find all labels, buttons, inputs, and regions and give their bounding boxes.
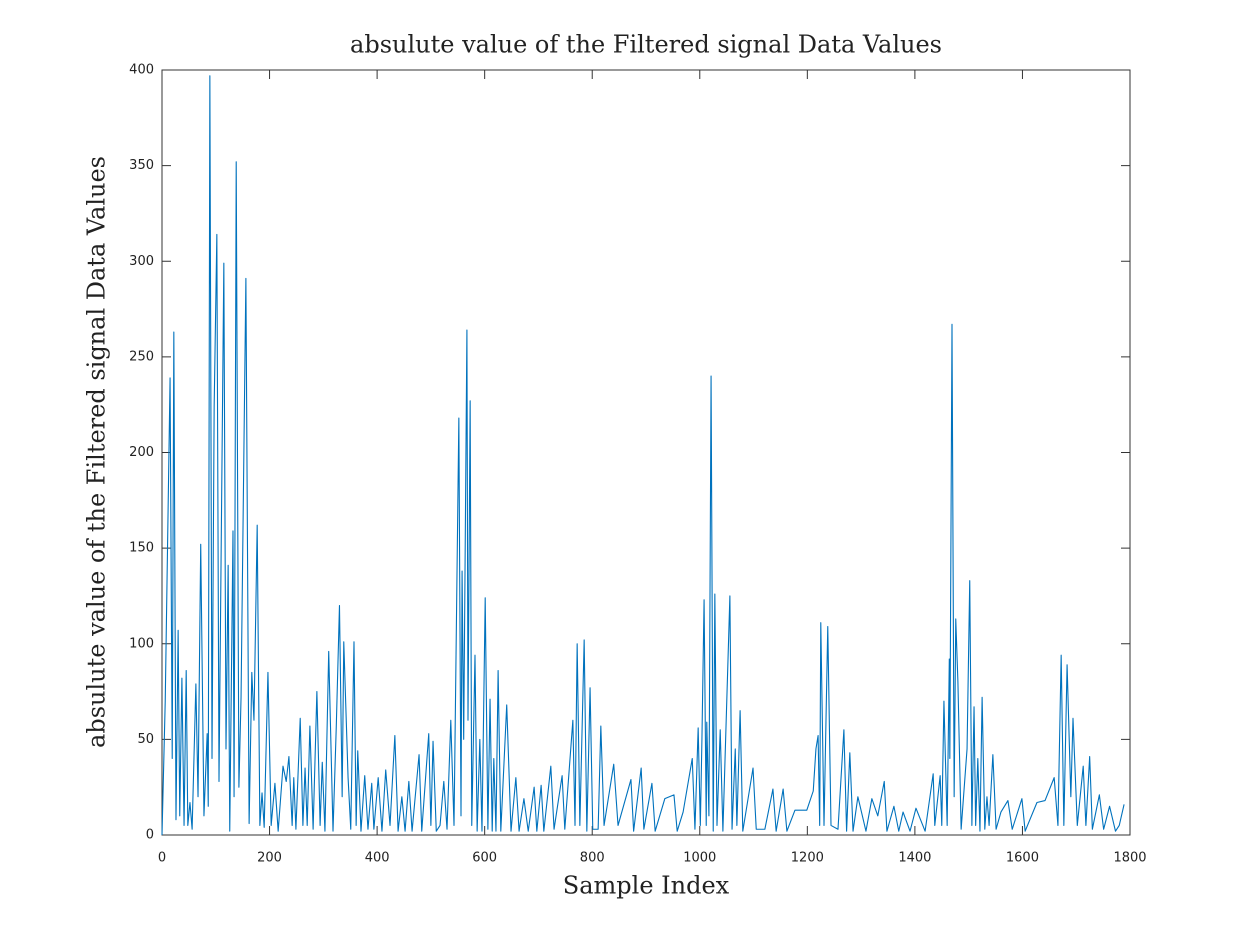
x-tick-label: 1400 (898, 851, 931, 866)
x-tick-label: 200 (257, 851, 282, 866)
y-tick-label: 50 (137, 732, 154, 747)
x-tick-label: 1600 (1006, 851, 1039, 866)
chart-title: absulute value of the Filtered signal Da… (350, 31, 942, 59)
x-tick-label: 1000 (683, 851, 716, 866)
y-tick-label: 350 (129, 158, 154, 173)
x-tick-label: 600 (472, 851, 497, 866)
x-axis-label: Sample Index (563, 872, 730, 900)
y-tick-label: 400 (129, 63, 154, 78)
x-tick-label: 400 (365, 851, 390, 866)
x-tick-label: 0 (158, 851, 166, 866)
signal-line (161, 75, 1125, 836)
y-tick-label: 0 (146, 828, 154, 843)
y-tick-label: 150 (129, 541, 154, 556)
y-tick-label: 100 (129, 636, 154, 651)
y-tick-label: 200 (129, 445, 154, 460)
y-tick-label: 300 (129, 254, 154, 269)
y-tick-label: 250 (129, 349, 154, 364)
y-axis-label: absulute value of the Filtered signal Da… (83, 156, 111, 748)
x-tick-label: 1800 (1113, 851, 1146, 866)
x-tick-label: 1200 (791, 851, 824, 866)
x-tick-label: 800 (580, 851, 605, 866)
